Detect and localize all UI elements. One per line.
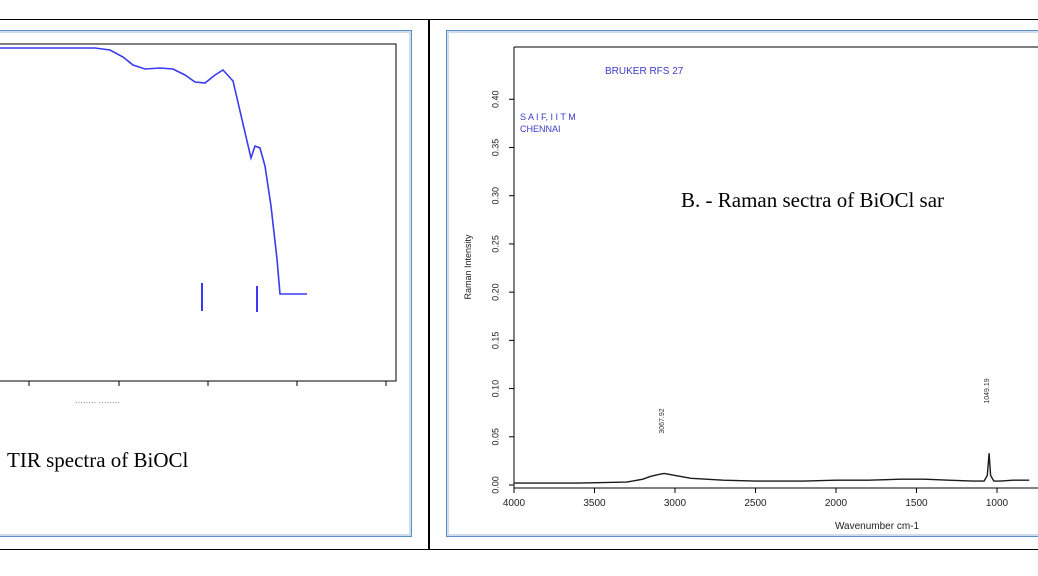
raman-x-tick-label: 2000 bbox=[825, 498, 848, 509]
raman-ylabel: Raman Intensity bbox=[463, 234, 473, 300]
ftir-xlabel-blur: ········ ········ bbox=[75, 398, 120, 407]
raman-y-tick-label: 0.25 bbox=[490, 235, 500, 253]
raman-x-tick-label: 4000 bbox=[503, 498, 526, 509]
ftir-plot-area bbox=[0, 43, 397, 382]
raman-x-ticks: 4000 3500 3000 2500 2000 1500 1000 bbox=[503, 488, 1009, 509]
ftir-chart: ········ ········ TIR spectra of BiOCl bbox=[0, 43, 397, 472]
ftir-panel: ········ ········ TIR spectra of BiOCl bbox=[0, 30, 412, 537]
raman-x-tick-label: 2500 bbox=[744, 498, 767, 509]
raman-xlabel: Wavenumber cm-1 bbox=[835, 521, 920, 532]
raman-y-tick-label: 0.10 bbox=[490, 380, 500, 398]
instrument-label: BRUKER RFS 27 bbox=[605, 66, 684, 77]
raman-y-tick-label: 0.05 bbox=[490, 428, 500, 446]
ftir-caption: TIR spectra of BiOCl bbox=[7, 448, 189, 472]
raman-y-tick-label: 0.20 bbox=[490, 283, 500, 301]
raman-peak-labels: 3067.92 1049.19 bbox=[659, 378, 991, 433]
raman-peak-label: 1049.19 bbox=[984, 378, 991, 403]
figure-frame bbox=[0, 19, 1038, 550]
raman-series-line bbox=[514, 453, 1030, 484]
raman-panel: 0.00 0.05 0.10 0.15 0.20 0.25 0.30 0.35 0.40 400… bbox=[446, 30, 1038, 537]
raman-y-tick-label: 0.00 bbox=[490, 476, 500, 494]
panel-divider bbox=[428, 19, 430, 550]
raman-y-tick-label: 0.15 bbox=[490, 332, 500, 350]
ftir-band-markers bbox=[201, 283, 258, 312]
lab-label-line1: S A I F, I I T M bbox=[520, 112, 576, 122]
raman-y-tick-label: 0.40 bbox=[490, 91, 500, 109]
ftir-series-line bbox=[0, 47, 307, 295]
raman-x-tick-label: 3000 bbox=[664, 498, 687, 509]
ftir-x-ticks bbox=[28, 381, 387, 386]
raman-y-tick-label: 0.30 bbox=[490, 187, 500, 205]
raman-y-tick-label: 0.35 bbox=[490, 139, 500, 157]
raman-y-ticks: 0.00 0.05 0.10 0.15 0.20 0.25 0.30 0.35 0.40 bbox=[490, 91, 514, 494]
raman-x-tick-label: 1000 bbox=[986, 498, 1009, 509]
raman-chart: 0.00 0.05 0.10 0.15 0.20 0.25 0.30 0.35 0.40 400… bbox=[463, 46, 1038, 532]
raman-x-tick-label: 3500 bbox=[583, 498, 606, 509]
raman-caption: B. - Raman sectra of BiOCl sar bbox=[681, 188, 944, 212]
raman-x-tick-label: 1500 bbox=[905, 498, 928, 509]
raman-peak-label: 3067.92 bbox=[659, 408, 666, 433]
lab-label-line2: CHENNAI bbox=[520, 124, 561, 134]
